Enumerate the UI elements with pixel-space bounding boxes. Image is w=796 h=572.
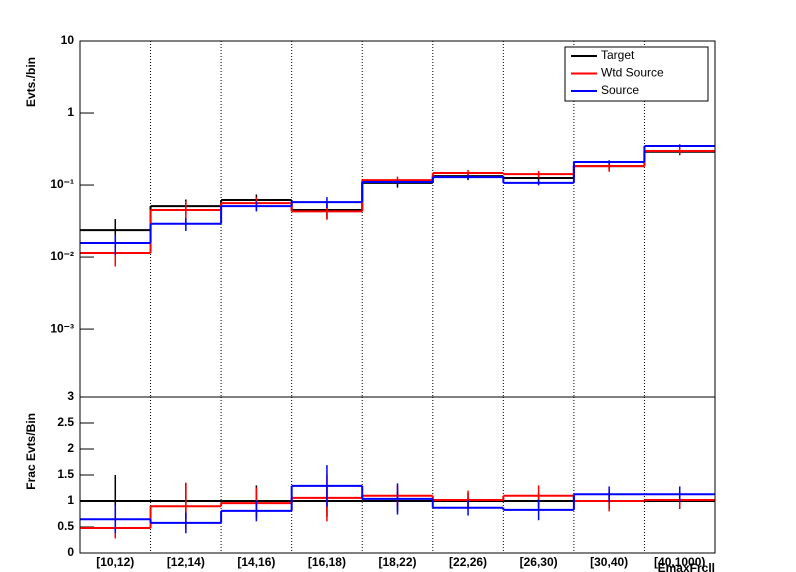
y-tick-label: 2.5 [57, 415, 74, 429]
x-tick-label: [22,26) [449, 555, 487, 569]
y-tick-label: 10⁻² [50, 249, 74, 263]
y-tick-label: 1 [67, 493, 74, 507]
legend-label: Wtd Source [601, 66, 664, 80]
y-tick-label: 0.5 [57, 519, 74, 533]
y-tick-label: 2 [67, 441, 74, 455]
y-tick-label: 10⁻¹ [50, 177, 74, 191]
x-tick-label: [18,22) [378, 555, 416, 569]
x-tick-label: [14,16) [237, 555, 275, 569]
y-tick-label: 1.5 [57, 467, 74, 481]
y-tick-label: 10 [61, 33, 75, 47]
legend-label: Source [601, 83, 639, 97]
y-tick-label: 1 [67, 105, 74, 119]
legend-label: Target [601, 48, 635, 62]
x-tick-label: [12,14) [167, 555, 205, 569]
y-tick-label: 3 [67, 389, 74, 403]
y-tick-label: 10⁻³ [50, 321, 74, 335]
x-tick-label: [16,18) [308, 555, 346, 569]
y-axis-label: Evts./bin [24, 57, 38, 107]
y-axis-label: Frac Evts/Bin [24, 413, 38, 490]
x-tick-label: [26,30) [520, 555, 558, 569]
x-tick-label: [30,40) [590, 555, 628, 569]
y-tick-label: 0 [67, 545, 74, 559]
x-tick-label: [40,1000) [654, 555, 705, 569]
x-axis-label: EmaxFrcll [658, 561, 715, 572]
x-tick-label: [10,12) [96, 555, 134, 569]
frame [79, 396, 716, 554]
